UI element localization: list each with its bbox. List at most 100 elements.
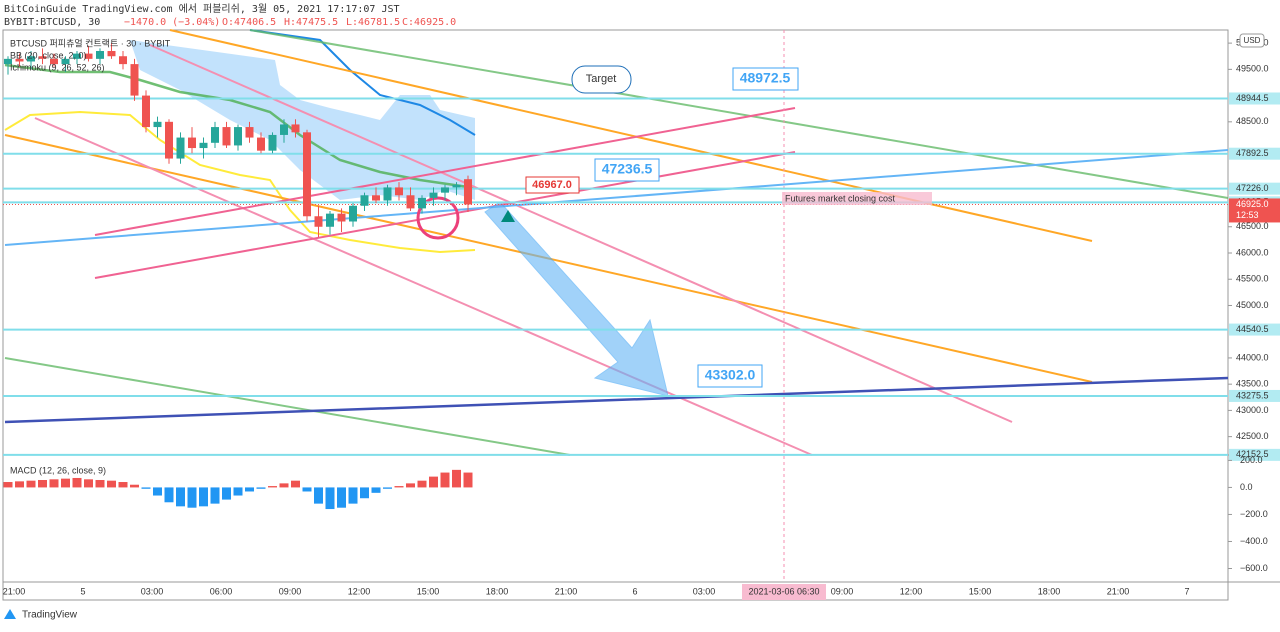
trend-line bbox=[94, 107, 796, 236]
time-label: 5 bbox=[80, 586, 85, 596]
last-price-box bbox=[1229, 198, 1280, 223]
time-label: 12:00 bbox=[348, 586, 371, 596]
macd-bar bbox=[360, 487, 369, 499]
macd-bar bbox=[291, 480, 300, 488]
macd-bar bbox=[153, 487, 162, 496]
time-label: 06:00 bbox=[210, 586, 233, 596]
target-label: Target bbox=[586, 73, 617, 85]
candle-body bbox=[280, 124, 288, 135]
level-label: 47892.5 bbox=[1236, 148, 1269, 158]
macd-bar bbox=[26, 480, 36, 488]
candle-body bbox=[234, 127, 242, 146]
last-price-label: 46925.0 bbox=[1236, 199, 1269, 209]
annotation-box bbox=[525, 176, 580, 194]
up-arrow bbox=[501, 210, 515, 222]
macd-bar bbox=[314, 487, 323, 504]
candle-body bbox=[395, 187, 403, 196]
macd-tick-label: 0.0 bbox=[1240, 482, 1253, 492]
macd-title: MACD (12, 26, close, 9) bbox=[10, 465, 106, 475]
macd-bar bbox=[429, 476, 438, 488]
macd-bar bbox=[95, 479, 105, 488]
candle-body bbox=[383, 187, 392, 201]
y-tick-label: 45500.0 bbox=[1236, 274, 1269, 284]
level-box bbox=[1229, 389, 1280, 402]
macd-bar bbox=[463, 472, 473, 488]
annotation-box bbox=[594, 158, 660, 182]
macd-bar bbox=[256, 487, 266, 489]
level-box bbox=[1229, 182, 1280, 195]
time-label: 15:00 bbox=[417, 586, 440, 596]
brand-logo bbox=[4, 609, 16, 619]
ichimoku-span bbox=[249, 29, 476, 136]
annotation-box bbox=[732, 67, 799, 91]
macd-bar bbox=[406, 483, 415, 488]
time-label: 12:00 bbox=[900, 586, 923, 596]
candle-body bbox=[372, 195, 380, 201]
candle-body bbox=[27, 56, 35, 62]
currency-badge bbox=[1239, 33, 1265, 48]
level-label: 43275.5 bbox=[1236, 390, 1269, 400]
annotation-box bbox=[697, 364, 763, 388]
macd-bar bbox=[383, 487, 392, 489]
trend-line bbox=[94, 151, 796, 279]
macd-bar bbox=[279, 483, 289, 488]
legend-ichimoku: Ichimoku (9, 26, 52, 26) bbox=[10, 62, 105, 72]
annotation-label: 43302.0 bbox=[705, 367, 756, 383]
candle-body bbox=[153, 121, 162, 128]
y-tick-label: 45000.0 bbox=[1236, 300, 1269, 310]
macd-bar bbox=[130, 484, 139, 488]
candle-body bbox=[245, 127, 254, 138]
candle-body bbox=[176, 137, 185, 159]
candle-body bbox=[38, 56, 47, 59]
annotation-label: 48972.5 bbox=[740, 70, 791, 86]
macd-bar bbox=[49, 479, 59, 488]
y-tick-label: 43000.0 bbox=[1236, 405, 1269, 415]
candle-body bbox=[61, 58, 70, 65]
time-label: 21:00 bbox=[555, 586, 578, 596]
ichimoku-base bbox=[4, 63, 476, 190]
candle-body bbox=[119, 56, 127, 65]
macd-bar bbox=[141, 487, 151, 489]
crosshair-box bbox=[742, 584, 826, 600]
low: L:46781.5 bbox=[346, 17, 400, 28]
candle-body bbox=[406, 195, 415, 209]
macd-bar bbox=[452, 469, 461, 488]
macd-bar bbox=[210, 487, 220, 504]
macd-tick-label: −600.0 bbox=[1240, 563, 1268, 573]
level-label: 44540.5 bbox=[1236, 324, 1269, 334]
time-label: 18:00 bbox=[1038, 586, 1061, 596]
y-tick-label: 43500.0 bbox=[1236, 379, 1269, 389]
macd-bar bbox=[222, 487, 231, 500]
candle-body bbox=[130, 64, 139, 96]
level-box bbox=[1229, 92, 1280, 105]
candle-body bbox=[349, 205, 357, 222]
candle-body bbox=[142, 95, 150, 128]
candle-body bbox=[429, 192, 438, 198]
annotation-label: 47236.5 bbox=[602, 161, 653, 177]
trend-line bbox=[149, 44, 1013, 423]
macd-bar bbox=[164, 487, 174, 503]
y-tick-label: 46000.0 bbox=[1236, 247, 1269, 257]
candle-body bbox=[188, 137, 196, 149]
annotation-label: 46967.0 bbox=[532, 179, 572, 191]
high: H:47475.5 bbox=[284, 17, 338, 28]
macd-bar bbox=[187, 487, 197, 508]
level-label: 42152.5 bbox=[1236, 449, 1269, 459]
time-label: 03:00 bbox=[693, 586, 716, 596]
candle-body bbox=[360, 195, 369, 206]
macd-bar bbox=[302, 487, 312, 492]
candle-body bbox=[303, 132, 311, 217]
trend-line bbox=[4, 149, 1229, 246]
note-label: Futures market closing cost bbox=[785, 193, 896, 203]
macd-bar bbox=[233, 487, 243, 496]
currency: USD bbox=[1244, 36, 1261, 45]
level-label: 47226.0 bbox=[1236, 183, 1269, 193]
candle-body bbox=[165, 121, 173, 159]
trend-line bbox=[169, 29, 1093, 242]
target-bubble bbox=[571, 65, 632, 94]
trend-line bbox=[4, 376, 1229, 424]
y-tick-label: 48500.0 bbox=[1236, 116, 1269, 126]
forecast-arrow bbox=[484, 201, 669, 397]
macd-bar bbox=[245, 487, 254, 492]
